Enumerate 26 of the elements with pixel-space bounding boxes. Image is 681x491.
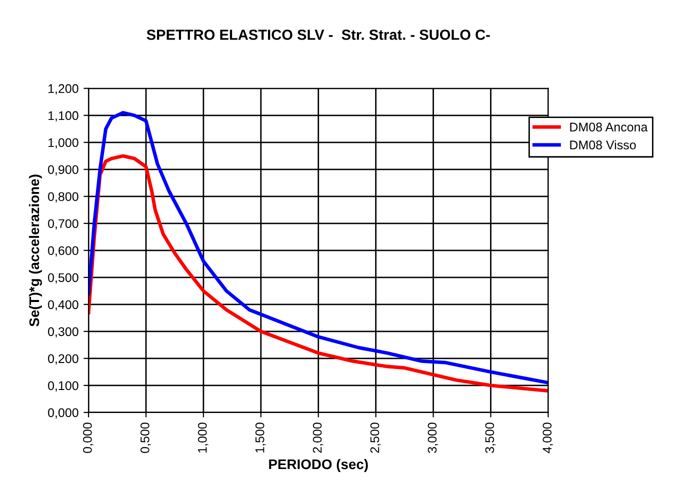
y-tick-label: 0,700 — [48, 219, 78, 230]
x-tick-label: 4,000 — [542, 422, 554, 454]
y-tick-label: 0,400 — [48, 300, 78, 311]
y-tick-label: 0,900 — [48, 165, 78, 176]
y-tick-label: 0,200 — [48, 354, 78, 365]
y-tick-label: 0,500 — [48, 273, 78, 284]
y-axis-title: Se(T)*g (accelerazione) — [28, 174, 42, 326]
y-tick-label: 1,000 — [48, 138, 78, 149]
y-tick-label: 0,100 — [48, 381, 78, 392]
y-tick-label: 0,800 — [48, 192, 78, 203]
x-axis-title: PERIODO (sec) — [269, 458, 368, 472]
x-tick-label: 2,000 — [312, 422, 324, 453]
chart-title: SPETTRO ELASTICO SLV - Str. Strat. - SUOLO C- — [146, 30, 490, 40]
y-tick-label: 0,600 — [48, 246, 78, 257]
x-tick-label: 1,000 — [198, 422, 208, 452]
y-tick-label: 1,200 — [48, 84, 78, 95]
y-tick-label: 1,100 — [48, 111, 78, 122]
legend-label: DM08 Ancona — [570, 122, 648, 132]
y-tick-label: 0,300 — [48, 327, 78, 338]
x-tick-label: 3,000 — [428, 422, 438, 453]
x-tick-label: 0,500 — [140, 422, 151, 453]
x-tick-label: 3,500 — [485, 422, 496, 453]
x-tick-label: 2,500 — [370, 422, 381, 453]
x-tick-label: 1,500 — [255, 422, 266, 452]
y-tick-label: 0,000 — [48, 408, 78, 419]
legend-label: DM08 Visso — [570, 140, 636, 150]
